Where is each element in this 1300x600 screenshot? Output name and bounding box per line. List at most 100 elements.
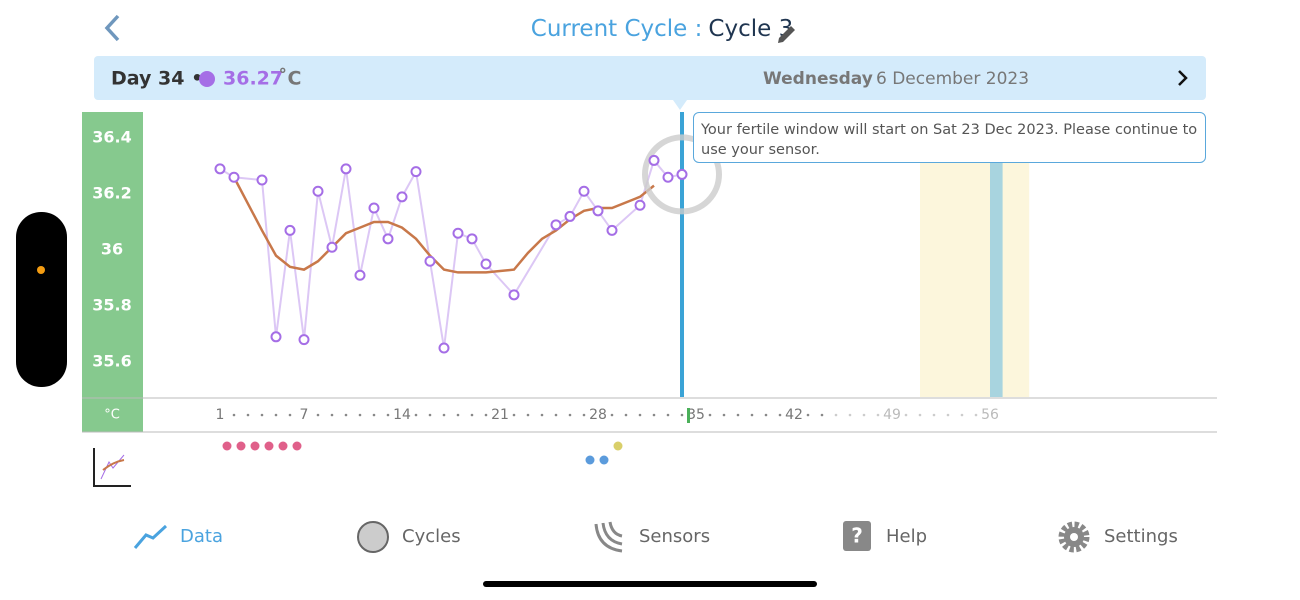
x-dot [932,413,936,417]
temperature-point [676,168,688,180]
date: 6 December 2023 [876,69,1029,89]
y-tick-label: 36.4 [92,128,131,147]
sensor-icon [199,71,215,87]
temperature-point [508,289,520,301]
nav-label[interactable]: Sensors [639,526,710,547]
temperature-point [312,185,324,197]
title: Current Cycle : Cycle 3 [531,16,793,42]
x-dot [680,413,684,417]
side-pill [16,212,67,387]
y-tick-label: 35.8 [92,296,131,315]
x-dot [610,413,614,417]
x-dot [260,413,264,417]
temperature-point [354,269,366,281]
x-tick-label: 1 [216,407,225,423]
x-tick-label: 42 [785,407,803,423]
nav-settings-icon[interactable] [1058,521,1090,553]
nav-label[interactable]: Settings [1104,526,1178,547]
x-dot [624,413,628,417]
temperature-point [578,185,590,197]
x-dot [442,413,446,417]
trend-line [232,176,655,274]
temperature-point [326,241,338,253]
nav-label[interactable]: Help [886,526,927,547]
x-dot [568,413,572,417]
nav-data-icon[interactable] [133,524,168,549]
x-dot [904,413,908,417]
x-dot [666,413,670,417]
today-marker [687,408,691,423]
temperature-unit: ˚C [278,67,301,90]
x-dot [638,413,642,417]
x-tick-label: 28 [589,407,607,423]
x-dot [274,413,278,417]
x-dot [708,413,712,417]
nav-cycles-icon[interactable] [357,521,389,553]
temperature-point [438,342,450,354]
x-dot [764,413,768,417]
x-dot [246,413,250,417]
x-dot [834,413,838,417]
title-cycle: Cycle 3 [708,16,793,42]
temperature-point [480,258,492,270]
x-dot [414,413,418,417]
weekday: Wednesday [763,69,873,89]
help-glyph: ? [851,524,863,548]
temperature-line [219,158,683,349]
x-dot [918,413,922,417]
temperature-point [550,219,562,231]
y-axis-panel [82,112,143,432]
y-tick-label: 36 [101,240,123,259]
temperature-point [466,233,478,245]
x-dot [526,413,530,417]
temperature-point [648,154,660,166]
x-dot [344,413,348,417]
day-label: Day 34 • [111,68,203,90]
temperature-point [606,224,618,236]
x-dot [372,413,376,417]
temperature-point [382,233,394,245]
temperature-point [564,210,576,222]
x-tick-label: 21 [491,407,509,423]
x-dot [540,413,544,417]
x-dot [750,413,754,417]
tooltip: Your fertile window will start on Sat 23… [693,112,1206,163]
x-dot [456,413,460,417]
x-tick-label: 49 [883,407,901,423]
nav-sensors-icon[interactable] [594,521,623,553]
back-button[interactable] [104,14,120,42]
x-dot [960,413,964,417]
x-dot [652,413,656,417]
temperature: 36.27 [223,68,283,90]
nav-help-icon[interactable] [843,521,871,551]
edit-icon[interactable] [778,26,795,43]
temperature-point [298,334,310,346]
temperature-point [424,255,436,267]
period-dots [222,441,302,451]
nav-label[interactable]: Data [180,526,223,547]
x-tick-label: 14 [393,407,411,423]
side-dot [37,266,45,274]
x-dot [946,413,950,417]
x-tick-label: 35 [687,407,705,423]
peak-day [990,112,1003,397]
x-dot [722,413,726,417]
temperature-point [214,163,226,175]
x-dot [288,413,292,417]
x-tick-label: 7 [300,407,309,423]
day-bar [94,56,1206,100]
temperature-point [270,331,282,343]
selection-ring [642,134,723,215]
x-dot [778,413,782,417]
pointer [673,100,687,110]
next-button[interactable] [1178,70,1188,86]
chart-toggle[interactable] [93,448,131,487]
nav-label[interactable]: Cycles [402,526,461,547]
temperature-point [396,191,408,203]
temperature-point [368,202,380,214]
x-dot [806,413,810,417]
temperature-point [228,171,240,183]
x-dot [316,413,320,417]
